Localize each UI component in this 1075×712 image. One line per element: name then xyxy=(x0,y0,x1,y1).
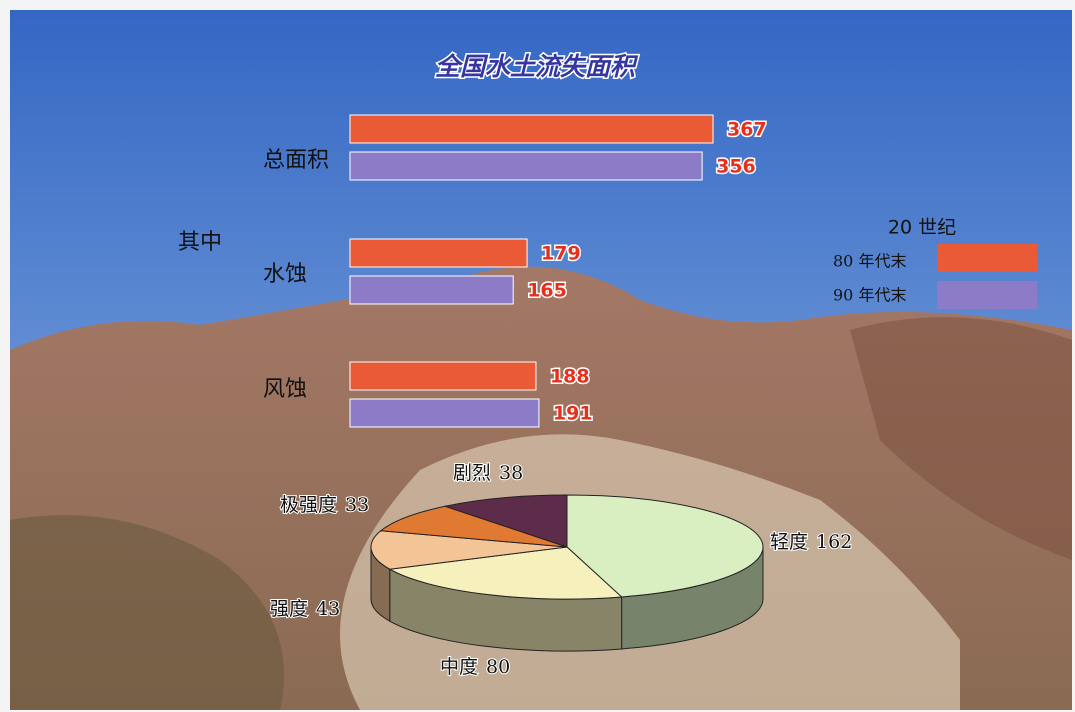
pie-category: 轻度 xyxy=(770,531,808,553)
bar xyxy=(350,276,513,304)
note-label: 其中 xyxy=(178,230,222,255)
pie-category: 强度 xyxy=(270,598,308,620)
pie-value: 43 xyxy=(316,598,340,620)
value-label: 356 xyxy=(716,156,756,178)
value-label: 188 xyxy=(550,366,590,388)
legend-title: 20 世纪 xyxy=(888,217,956,239)
category-label: 风蚀 xyxy=(263,377,307,402)
bar xyxy=(350,239,527,267)
pie-label: 极强度 33 xyxy=(280,494,369,516)
page: 全国水土流失面积 其中 20 世纪 总面积 367 356 水蚀 179 165 风蚀 188… xyxy=(0,0,1075,712)
value-label: 367 xyxy=(727,119,767,141)
value-label: 165 xyxy=(527,280,567,302)
chart-title: 全国水土流失面积 xyxy=(435,52,639,81)
legend-label: 80 年代末 xyxy=(833,252,906,271)
bar xyxy=(350,152,702,180)
pie-label: 剧烈 38 xyxy=(453,462,523,484)
bar xyxy=(350,362,536,390)
pie-category: 极强度 xyxy=(280,494,337,516)
legend-swatch xyxy=(937,281,1037,309)
legend-swatch xyxy=(937,244,1037,272)
pie-category: 中度 xyxy=(440,656,478,678)
pie-value: 80 xyxy=(486,656,510,678)
pie-label: 中度 80 xyxy=(440,656,510,678)
value-label: 179 xyxy=(541,243,581,265)
category-label: 水蚀 xyxy=(263,262,307,287)
pie-label: 强度 43 xyxy=(270,598,340,620)
pie-value: 162 xyxy=(816,531,852,553)
bar xyxy=(350,399,539,427)
value-label: 191 xyxy=(553,403,593,425)
legend-label: 90 年代末 xyxy=(833,286,906,305)
pie-category: 剧烈 xyxy=(453,462,491,484)
pie-value: 38 xyxy=(499,462,523,484)
category-label: 总面积 xyxy=(263,148,329,173)
infographic: 全国水土流失面积 其中 20 世纪 总面积 367 356 水蚀 179 165 风蚀 188… xyxy=(0,0,1075,712)
pie-value: 33 xyxy=(345,494,369,516)
bar xyxy=(350,115,713,143)
